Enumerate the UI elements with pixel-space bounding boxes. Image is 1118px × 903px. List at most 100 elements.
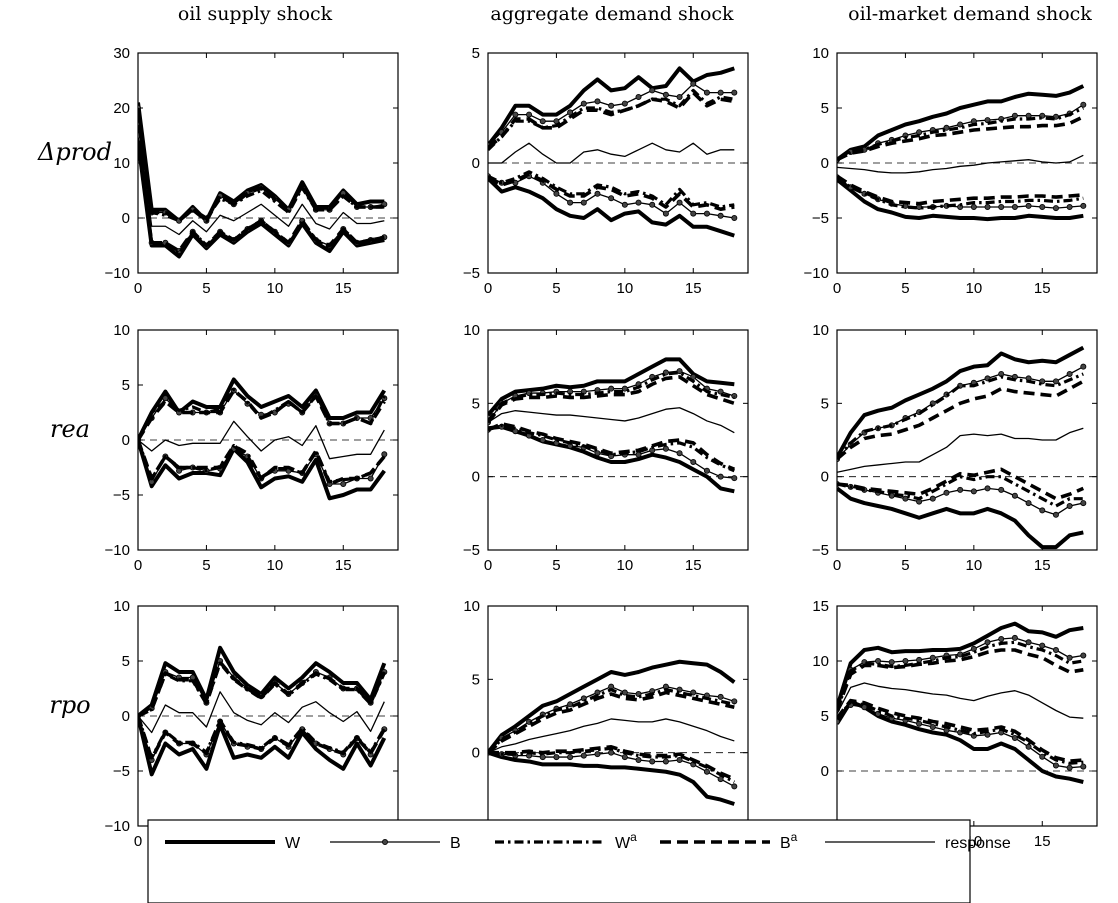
series-line-W — [488, 750, 735, 806]
series-point-B — [162, 395, 169, 402]
legend-label: B — [450, 835, 461, 852]
y-tick-label: −5 — [812, 210, 829, 227]
y-tick-label: −5 — [113, 763, 130, 780]
series-line-W — [488, 176, 735, 238]
series-line-response — [837, 427, 1084, 473]
row-label-dprod: Δprod — [37, 138, 112, 166]
legend-marker — [381, 839, 388, 846]
series-line-Wa — [837, 640, 1084, 712]
y-tick-label: −10 — [804, 265, 829, 282]
x-tick-label: 10 — [266, 280, 283, 297]
series-point-B — [662, 445, 669, 452]
series-line-Ba — [837, 467, 1085, 501]
series-point-B — [998, 203, 1005, 210]
x-tick-label: 0 — [134, 280, 142, 297]
series-point-B — [1025, 500, 1032, 507]
y-tick-label: −5 — [463, 265, 480, 282]
y-tick-label: 0 — [122, 708, 130, 725]
series-line-Ba — [138, 439, 386, 486]
series-line-Wa — [488, 687, 735, 754]
series-point-B — [580, 752, 587, 759]
y-tick-label: 10 — [463, 322, 480, 339]
y-tick-label: 0 — [122, 432, 130, 449]
series-point-B — [690, 458, 697, 465]
series-line-Wa — [837, 372, 1084, 461]
series-line-Wa — [488, 88, 735, 151]
series-point-B — [621, 100, 628, 107]
series-line-Ba — [138, 715, 386, 761]
series-point-B — [731, 783, 738, 790]
legend-entry-B: B — [330, 835, 461, 852]
series-point-B — [1066, 370, 1073, 377]
x-tick-label: 10 — [616, 557, 633, 574]
x-tick-label: 0 — [134, 557, 142, 574]
series-point-B — [703, 89, 710, 96]
x-tick-label: 0 — [833, 557, 841, 574]
series-point-B — [916, 720, 923, 727]
y-tick-label: 0 — [821, 469, 829, 486]
y-tick-label: 10 — [113, 322, 130, 339]
series-point-B — [998, 636, 1005, 643]
panel-0-1: 0 5 10 15−505 — [463, 45, 749, 297]
x-tick-label: 10 — [616, 280, 633, 297]
y-tick-label: −10 — [105, 542, 130, 559]
series-point-B — [1039, 203, 1046, 210]
series-line-Wa — [837, 106, 1085, 162]
series-line-W — [837, 177, 1084, 222]
y-tick-label: 15 — [812, 598, 829, 615]
series-point-B — [635, 757, 642, 764]
row-label-rpo: rpo — [49, 691, 90, 719]
series-point-B — [703, 768, 710, 775]
y-tick-label: 5 — [821, 395, 829, 412]
series-point-B — [1080, 652, 1087, 659]
series-point-B — [553, 754, 560, 761]
x-tick-label: 5 — [202, 280, 210, 297]
series-point-B — [649, 201, 656, 208]
series-group — [837, 621, 1087, 784]
series-point-B — [621, 754, 628, 761]
series-point-B — [731, 475, 738, 482]
x-tick-label: 5 — [202, 557, 210, 574]
series-line-response — [837, 682, 1084, 719]
series-point-B — [888, 659, 895, 666]
legend-entry-W: W — [165, 835, 301, 852]
series-point-B — [957, 486, 964, 493]
x-tick-label: 10 — [965, 280, 982, 297]
series-point-B — [608, 102, 615, 109]
x-tick-label: 0 — [484, 557, 492, 574]
series-point-B — [1011, 735, 1018, 742]
series-line-Ba — [488, 690, 735, 755]
series-point-B — [621, 385, 628, 392]
series-line-Wa — [488, 370, 735, 422]
series-point-B — [676, 450, 683, 457]
series-point-B — [594, 190, 601, 197]
series-point-B — [676, 94, 683, 101]
y-tick-label: 0 — [821, 763, 829, 780]
series-point-B — [1039, 753, 1046, 760]
series-point-B — [580, 100, 587, 107]
series-point-B — [875, 658, 882, 665]
series-point-B — [340, 480, 347, 487]
series-point-B — [1052, 511, 1059, 518]
series-point-B — [635, 199, 642, 206]
series-line-response — [837, 154, 1084, 174]
series-point-B — [984, 639, 991, 646]
series-line-response — [488, 407, 735, 434]
y-tick-label: −10 — [105, 265, 130, 282]
y-tick-label: 5 — [472, 395, 480, 412]
series-group — [488, 66, 738, 238]
series-point-B — [1052, 762, 1059, 769]
column-title-oil-market-demand: oil-market demand shock — [848, 3, 1092, 25]
x-tick-label: 10 — [266, 557, 283, 574]
y-tick-label: 0 — [122, 210, 130, 227]
series-point-B — [916, 656, 923, 663]
x-tick-label: 0 — [833, 280, 841, 297]
series-point-B — [717, 473, 724, 480]
y-tick-label: 0 — [472, 745, 480, 762]
series-point-B — [662, 210, 669, 217]
legend-label: Ba — [780, 830, 798, 852]
